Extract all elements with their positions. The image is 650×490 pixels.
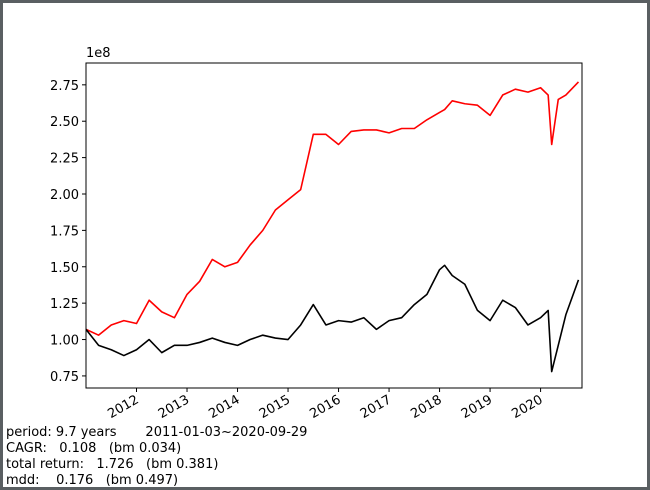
y-tick-label: 1.00: [50, 334, 79, 349]
y-tick-label: 2.75: [50, 79, 79, 94]
x-tick-label: 2017: [358, 392, 394, 422]
x-tick-label: 2012: [105, 392, 141, 422]
x-tick-label: 2020: [509, 392, 545, 422]
y-tick-label: 2.50: [50, 115, 79, 130]
annotation: mdd: 0.176 (bm 0.497): [6, 473, 178, 488]
y-tick-label: 1.25: [50, 297, 79, 312]
y-tick-label: 2.00: [50, 188, 79, 203]
x-tick-label: 2015: [257, 392, 293, 422]
y-tick-label: 1.50: [50, 261, 79, 276]
x-tick-label: 2018: [408, 392, 444, 422]
y-tick-label: 1.75: [50, 224, 79, 239]
annotation: total return: 1.726 (bm 0.381): [6, 457, 218, 472]
series-line: [85, 81, 580, 336]
x-tick-label: 2013: [156, 392, 192, 422]
x-tick-label: 2014: [206, 392, 242, 422]
series-line: [85, 264, 580, 373]
annotation: CAGR: 0.108 (bm 0.034): [6, 441, 181, 456]
x-tick-label: 2016: [307, 392, 343, 422]
y-tick-label: 0.75: [50, 370, 79, 385]
plot-frame: [85, 62, 583, 389]
annotation: period: 9.7 years 2011-01-03~2020-09-29: [6, 425, 307, 440]
y-tick-label: 2.25: [50, 152, 79, 167]
offset-label: 1e8: [86, 46, 111, 61]
x-tick-label: 2019: [459, 392, 495, 422]
